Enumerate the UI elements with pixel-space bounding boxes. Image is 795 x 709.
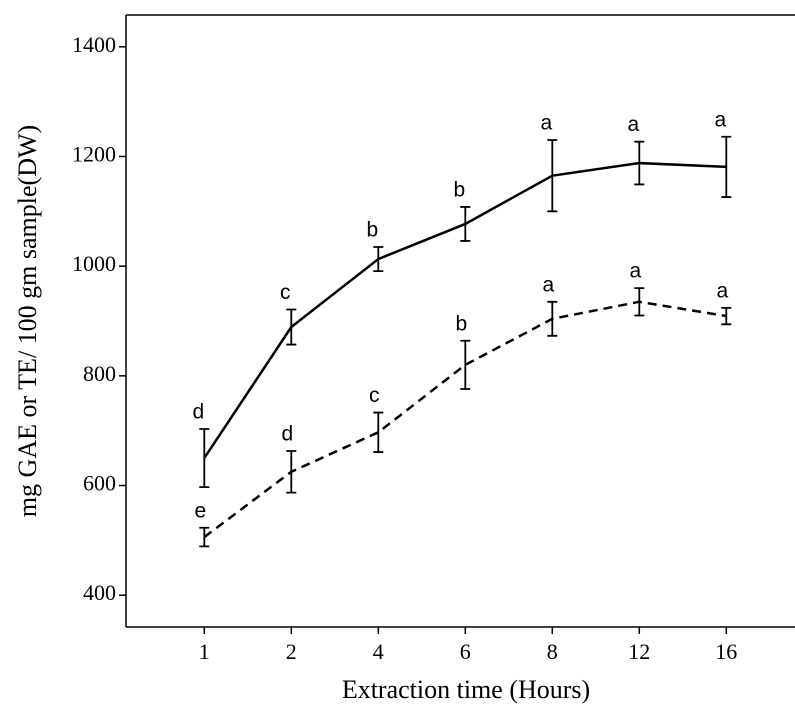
- annotation: a: [540, 112, 552, 135]
- error-bar: [460, 206, 471, 242]
- y-tick-label: 600: [83, 471, 116, 496]
- error-bar: [634, 140, 645, 186]
- annotation: b: [455, 312, 467, 335]
- y-tick-label: 1400: [72, 32, 116, 57]
- error-bar: [373, 246, 384, 272]
- x-tick-label: 12: [628, 639, 650, 664]
- annotation: a: [716, 279, 728, 302]
- annotation: d: [192, 401, 204, 424]
- error-bar: [286, 450, 297, 494]
- series-line: [203, 300, 727, 539]
- y-tick-label: 1200: [72, 142, 116, 167]
- x-tick-label: 8: [547, 639, 558, 664]
- error-bar: [286, 308, 297, 346]
- error-bar: [460, 339, 471, 390]
- x-tick-label: 16: [715, 639, 737, 664]
- annotation: d: [281, 423, 293, 446]
- x-tick-label: 1: [199, 639, 210, 664]
- annotation: a: [629, 260, 641, 283]
- annotation: a: [542, 273, 554, 296]
- error-bar: [721, 306, 732, 326]
- x-tick-label: 2: [286, 639, 297, 664]
- error-bar: [547, 300, 558, 337]
- annotation: e: [194, 499, 206, 522]
- error-bar: [547, 139, 558, 213]
- y-tick-label: 1000: [72, 251, 116, 276]
- annotation: c: [369, 384, 380, 407]
- y-tick-label: 800: [83, 361, 116, 386]
- annotation: b: [366, 219, 378, 242]
- annotation: c: [280, 281, 291, 304]
- annotation: a: [714, 108, 726, 131]
- error-bar: [721, 135, 732, 198]
- y-tick-label: 400: [83, 580, 116, 605]
- error-bar: [634, 287, 645, 317]
- annotation: a: [627, 113, 639, 136]
- annotation: b: [453, 178, 465, 201]
- x-tick-label: 4: [373, 639, 384, 664]
- error-bar: [199, 428, 210, 489]
- y-axis-title: mg GAE or TE/ 100 gm sample(DW): [13, 125, 42, 517]
- x-axis-title: Extraction time (Hours): [342, 675, 590, 704]
- x-tick-label: 6: [460, 639, 471, 664]
- error-bar: [373, 411, 384, 453]
- error-bar: [199, 526, 210, 548]
